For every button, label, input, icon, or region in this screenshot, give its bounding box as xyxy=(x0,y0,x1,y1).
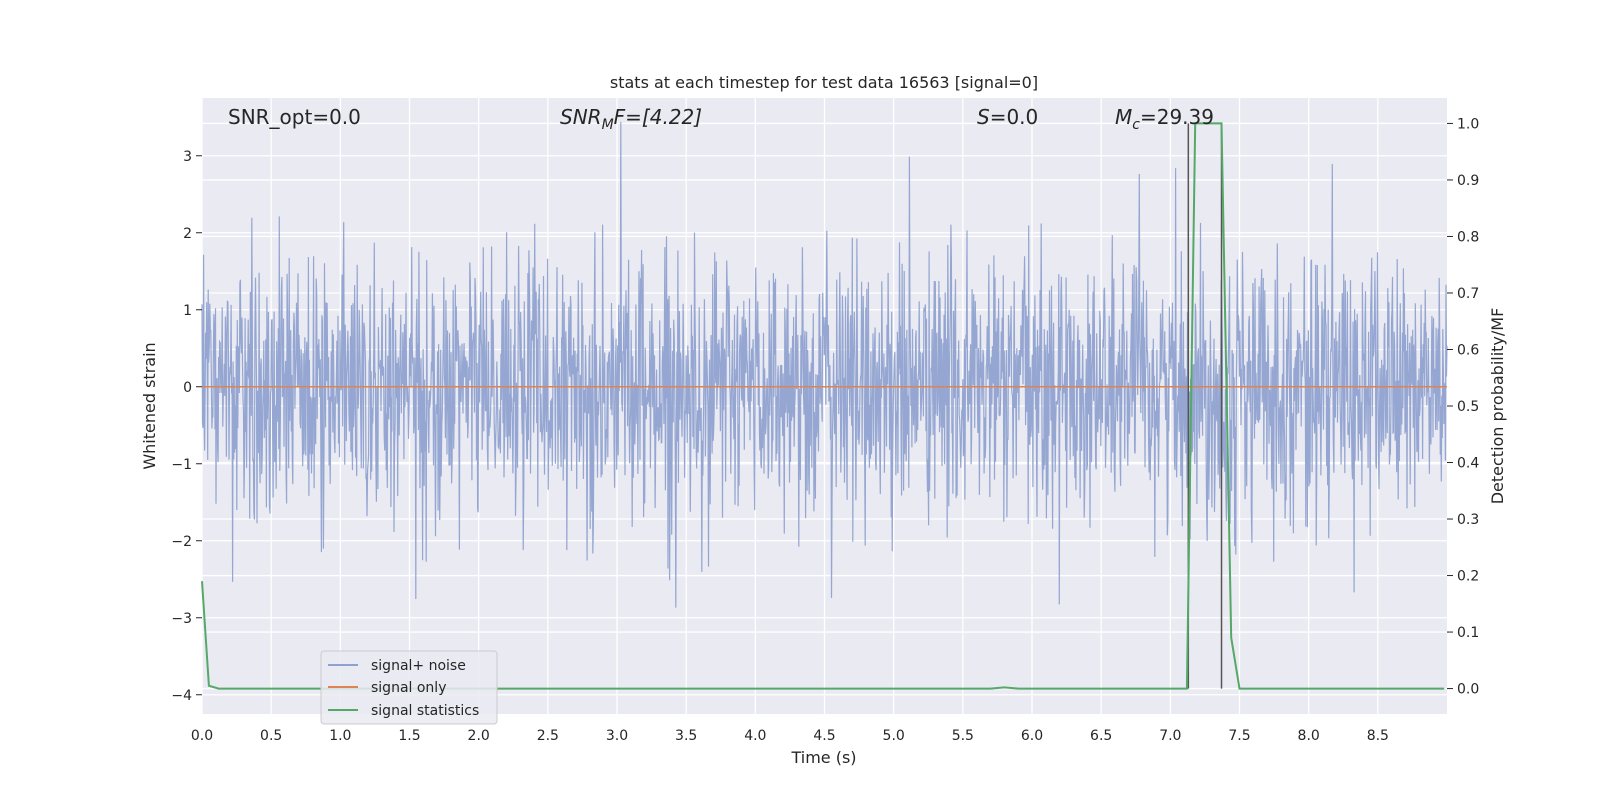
annotation-snr-mf-rest: F=[4.22] xyxy=(614,105,702,129)
x-tick-label: 7.5 xyxy=(1228,728,1250,744)
y-tick-label-right: 0.8 xyxy=(1457,229,1479,245)
x-tick-label: 8.0 xyxy=(1298,728,1320,744)
x-tick-label: 1.5 xyxy=(398,728,420,744)
y-tick-label-left: 1 xyxy=(183,303,192,319)
annotation-mc-base: M xyxy=(1115,105,1132,129)
signal-statistics-series xyxy=(201,122,1445,690)
y-tick-label-right: 0.9 xyxy=(1457,173,1479,189)
x-tick-label: 0.0 xyxy=(191,728,213,744)
annotation-s-base: S xyxy=(977,105,990,129)
y-axis-title-right: Detection probability/MF xyxy=(1488,308,1507,505)
annotation-mc-sub: c xyxy=(1132,117,1140,133)
y-tick-label-left: −3 xyxy=(171,611,192,627)
legend-label-signal-noise: signal+ noise xyxy=(371,658,466,674)
chart-title: stats at each timestep for test data 165… xyxy=(610,73,1038,92)
x-tick-label: 2.5 xyxy=(537,728,559,744)
annotation-s-rest: =0.0 xyxy=(990,105,1039,129)
annotation-snr-mf-base: SNR xyxy=(560,105,602,129)
x-tick-label: 0.5 xyxy=(260,728,282,744)
x-tick-label: 7.0 xyxy=(1159,728,1181,744)
x-tick-label: 6.0 xyxy=(1021,728,1043,744)
x-tick-label: 3.5 xyxy=(675,728,697,744)
y-tick-label-right: 0.1 xyxy=(1457,625,1479,641)
x-tick-label: 5.0 xyxy=(883,728,905,744)
annotation-mc: Mc=29.39 xyxy=(1115,105,1214,133)
annotation-snr-opt: SNR_opt=0.0 xyxy=(228,105,361,129)
y-tick-label-right: 0.2 xyxy=(1457,569,1479,585)
y-tick-label-left: −4 xyxy=(171,688,192,704)
y-tick-label-right: 0.0 xyxy=(1457,682,1479,698)
x-tick-label: 4.5 xyxy=(813,728,835,744)
annotation-s: S=0.0 xyxy=(977,105,1038,129)
annotation-mc-rest: =29.39 xyxy=(1140,105,1214,129)
x-tick-label: 8.5 xyxy=(1367,728,1389,744)
y-tick-label-right: 0.6 xyxy=(1457,342,1479,358)
x-tick-label: 3.0 xyxy=(606,728,628,744)
y-axis-title-left: Whitened strain xyxy=(140,342,159,469)
y-tick-label-left: −1 xyxy=(171,457,192,473)
legend-box xyxy=(320,650,498,725)
y-tick-label-left: 0 xyxy=(183,380,192,396)
x-tick-label: 5.5 xyxy=(952,728,974,744)
ticks: 0.0 0.5 1.0 1.5 2.0 2.5 3.0 3.5 4.0 4.5 5.0 5.5 6.0 6… xyxy=(171,116,1479,744)
x-tick-label: 4.0 xyxy=(744,728,766,744)
y-tick-label-left: 2 xyxy=(183,226,192,242)
y-tick-label-right: 0.4 xyxy=(1457,456,1479,472)
y-tick-label-left: −2 xyxy=(171,534,192,550)
x-axis-title: Time (s) xyxy=(790,748,856,767)
annotation-snr-mf: SNRMF=[4.22] xyxy=(560,105,702,133)
signal-noise-series xyxy=(201,121,1448,608)
y-tick-label-right: 0.7 xyxy=(1457,286,1479,302)
y-tick-label-left: 3 xyxy=(183,149,192,165)
legend: signal+ noise signal only signal statist… xyxy=(320,650,498,725)
x-tick-label: 2.0 xyxy=(468,728,490,744)
legend-label-signal-statistics: signal statistics xyxy=(371,703,479,719)
x-tick-label: 1.0 xyxy=(329,728,351,744)
y-tick-label-right: 1.0 xyxy=(1457,116,1479,132)
signal-noise-line xyxy=(201,121,1448,608)
legend-label-signal-only: signal only xyxy=(371,680,446,696)
signal-statistics-line xyxy=(201,122,1445,690)
y-tick-label-right: 0.3 xyxy=(1457,512,1479,528)
y-tick-label-right: 0.5 xyxy=(1457,399,1479,415)
x-tick-label: 6.5 xyxy=(1090,728,1112,744)
annotation-snr-mf-sub: M xyxy=(602,117,614,133)
